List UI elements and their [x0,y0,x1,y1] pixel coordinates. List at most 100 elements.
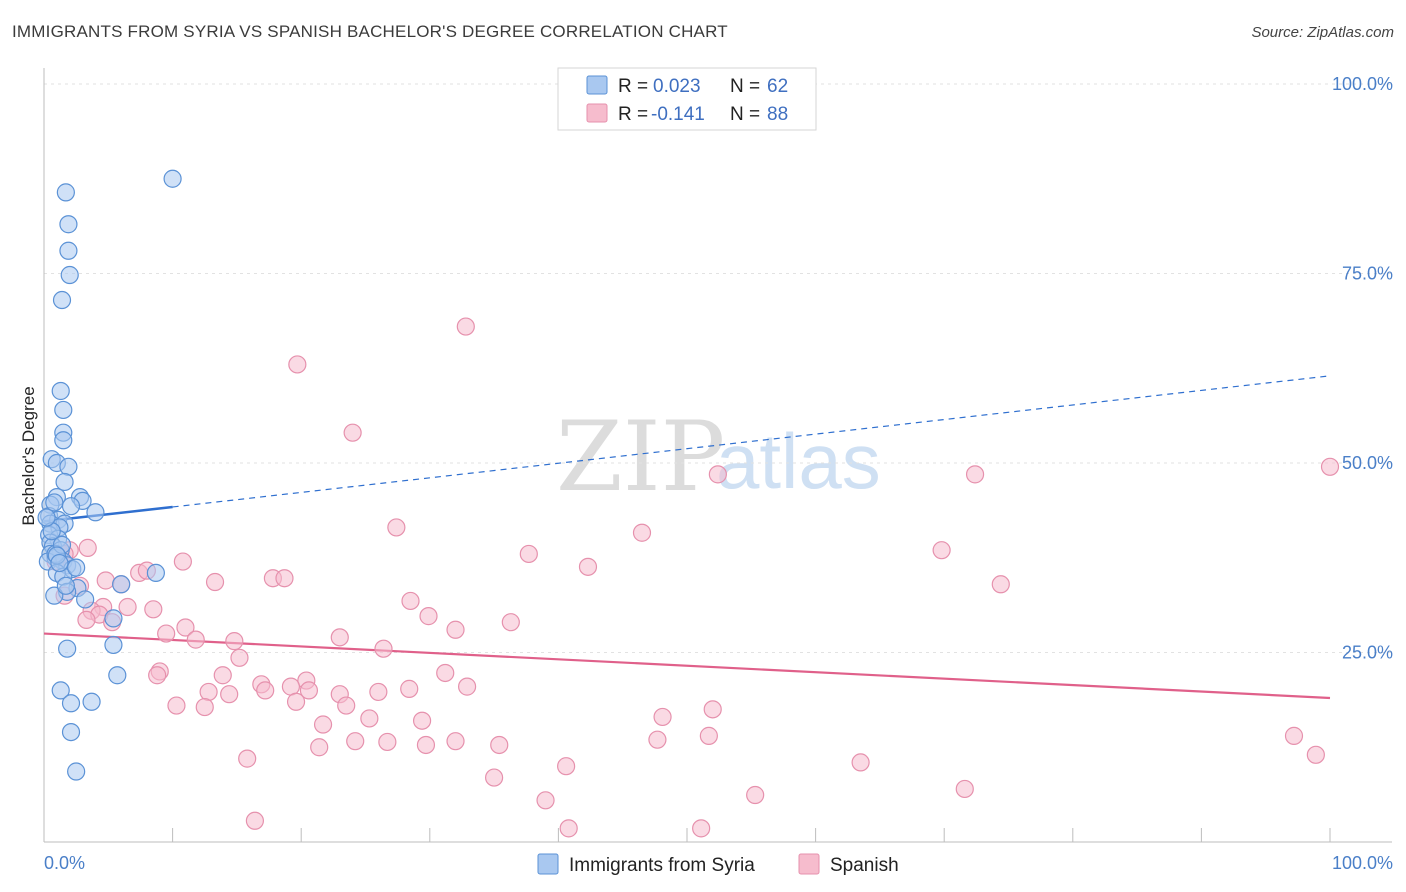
point-spanish [955,779,974,799]
point-spanish [225,632,244,651]
legend-swatch-spanish [586,103,608,123]
point-spanish [337,696,356,715]
point-syria [67,558,86,577]
point-spanish [288,355,307,374]
point-syria [61,722,81,742]
point-syria [56,576,75,595]
point-spanish [632,523,652,542]
legend-spanish-r-value: -0.141 [651,104,705,125]
point-spanish [186,630,205,649]
point-syria [108,666,127,685]
legend-spanish-n-label: N = [730,104,760,125]
point-spanish [330,628,349,647]
point-spanish [708,465,727,484]
point-spanish [78,538,97,557]
point-syria [67,762,86,781]
point-spanish [416,735,436,755]
point-spanish [490,735,509,755]
point-spanish [281,677,301,696]
point-spanish [77,610,96,630]
point-spanish [703,700,722,719]
point-spanish [653,707,672,727]
point-spanish [578,557,598,576]
point-spanish [965,465,985,484]
point-spanish [557,757,576,776]
point-spanish [387,518,406,537]
point-spanish [176,618,195,637]
point-spanish [991,575,1010,594]
point-spanish [536,791,555,810]
point-spanish [485,768,504,787]
point-spanish [436,663,455,683]
point-syria [45,493,64,512]
point-spanish [851,753,870,772]
x-tick-label: 100.0% [1332,853,1393,873]
point-syria [59,215,78,234]
y-tick-label: 25.0% [1342,643,1393,663]
point-spanish [501,613,520,632]
y-tick-label: 75.0% [1342,264,1393,284]
legend-spanish-r-label: R = [618,104,648,125]
point-syria [104,635,123,655]
y-axis-label: Bachelor's Degree [19,386,38,525]
point-spanish [378,732,397,752]
point-syria [58,639,77,658]
chart-title: IMMIGRANTS FROM SYRIA VS SPANISH BACHELO… [12,22,728,41]
series-legend: Immigrants from Syria Spanish [537,853,899,876]
point-spanish [238,749,257,768]
point-syria [61,497,81,516]
point-spanish [419,607,438,626]
point-syria [104,609,123,628]
legend-syria-n-value: 62 [767,76,788,97]
point-syria [51,381,70,401]
watermark-atlas: atlas [716,417,881,505]
point-spanish [213,666,232,685]
point-spanish [205,572,225,592]
legend-syria-r-label: R = [618,76,648,97]
legend-swatch-syria [586,75,608,95]
gridlines [44,83,1392,653]
point-spanish [173,552,192,571]
point-syria [59,457,78,476]
point-syria [60,265,79,285]
point-spanish [96,571,115,590]
point-syria [45,586,64,605]
point-spanish [118,597,137,617]
data-points [37,169,1340,838]
point-syria [61,694,81,713]
y-tick-label: 100.0% [1332,74,1393,94]
legend-syria-n-label: N = [730,76,760,97]
point-spanish [167,696,186,715]
point-spanish [360,709,379,728]
source-note: Source: ZipAtlas.com [1251,24,1394,41]
bottom-legend-swatch-syria [537,853,559,875]
point-spanish [519,544,538,564]
point-spanish [299,681,319,700]
bottom-legend-label-syria: Immigrants from Syria [569,855,755,876]
point-spanish [195,697,214,717]
point-spanish [256,681,275,700]
point-spanish [446,732,465,751]
point-syria [55,472,74,492]
x-tick-label: 0.0% [44,853,85,873]
point-spanish [343,423,362,442]
point-spanish [932,541,951,560]
point-syria [76,590,95,609]
point-syria [163,169,182,188]
point-syria [146,563,165,583]
point-spanish [1284,726,1304,745]
point-spanish [457,677,477,696]
y-tick-label: 50.0% [1342,453,1393,473]
trend-line-syria-dashed [172,375,1331,508]
point-spanish [648,730,667,749]
point-syria [52,290,72,310]
point-spanish [1306,745,1325,764]
point-spanish [346,732,365,751]
watermark-zip: ZIP [556,401,725,513]
point-syria [82,692,101,711]
point-syria [37,508,56,527]
point-spanish [400,679,419,698]
stats-legend: R = 0.023 N = 62 R = -0.141 N = 88 [557,67,817,131]
point-spanish [412,711,432,730]
point-spanish [369,682,388,702]
